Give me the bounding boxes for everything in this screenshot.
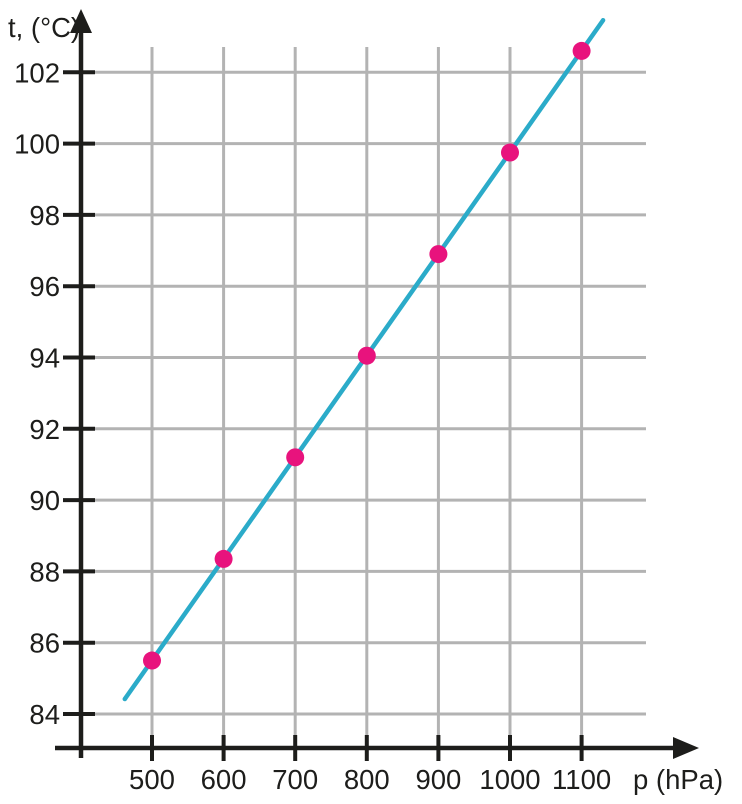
data-point bbox=[357, 346, 376, 365]
data-point bbox=[501, 143, 519, 162]
data-point bbox=[429, 245, 448, 264]
y-axis-title: t, (°C) bbox=[8, 12, 80, 43]
x-axis-arrow-icon bbox=[673, 737, 699, 759]
y-tick-label: 100 bbox=[14, 129, 60, 160]
x-tick-label: 700 bbox=[272, 764, 318, 795]
y-tick-label: 102 bbox=[14, 57, 60, 88]
data-point bbox=[143, 651, 161, 670]
x-tick-label: 800 bbox=[344, 764, 390, 795]
y-tick-label: 92 bbox=[29, 414, 60, 445]
data-point bbox=[214, 549, 233, 568]
x-tick-label: 900 bbox=[415, 764, 461, 795]
y-tick-label: 90 bbox=[29, 485, 60, 516]
y-tick-label: 94 bbox=[29, 343, 60, 374]
data-point bbox=[286, 448, 305, 467]
x-tick-label: 1100 bbox=[552, 764, 611, 795]
x-tick-label: 500 bbox=[129, 764, 175, 795]
y-axis-arrow-icon bbox=[70, 9, 92, 33]
y-tick-label: 84 bbox=[29, 699, 60, 730]
y-tick-label: 88 bbox=[29, 556, 60, 587]
y-tick-label: 86 bbox=[29, 628, 60, 659]
x-tick-label: 1000 bbox=[479, 764, 540, 795]
x-tick-label: 600 bbox=[201, 764, 247, 795]
y-tick-label: 98 bbox=[29, 200, 60, 231]
x-axis-title: p (hPa) bbox=[633, 764, 723, 795]
y-tick-label: 96 bbox=[29, 271, 60, 302]
data-point bbox=[572, 41, 591, 60]
